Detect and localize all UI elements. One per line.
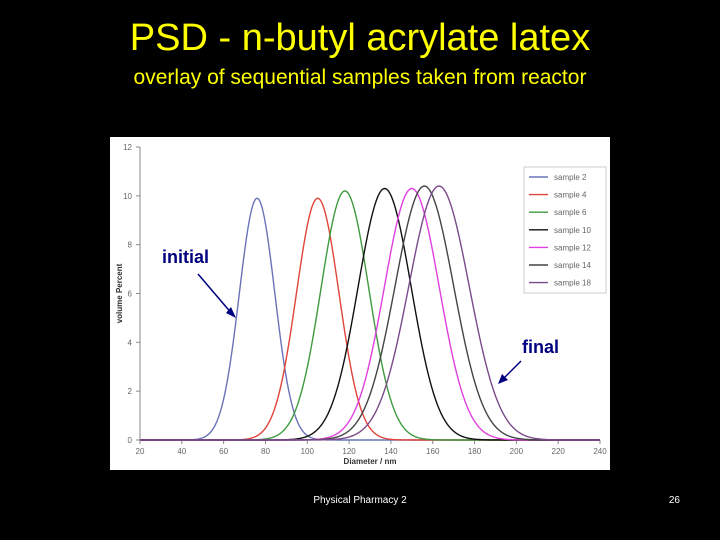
x-tick-label: 20 <box>136 447 145 456</box>
initial-annotation: initial <box>162 247 209 267</box>
y-tick-label: 12 <box>123 143 132 152</box>
psd-chart-svg: 0 2 4 6 8 10 12 20 40 60 80 100 120 140 160 180 200 220 24… <box>115 143 607 466</box>
y-tick-label: 6 <box>128 290 133 299</box>
chart-annotations: initial final <box>162 247 559 384</box>
initial-arrow-line <box>197 273 234 316</box>
initial-arrowhead <box>226 307 236 318</box>
final-arrow-line <box>501 360 522 381</box>
x-tick-label: 60 <box>219 447 228 456</box>
legend-label: sample 10 <box>554 226 591 235</box>
x-tick-label: 120 <box>342 447 356 456</box>
psd-chart: 0 2 4 6 8 10 12 20 40 60 80 100 120 140 160 180 200 220 24… <box>110 137 610 470</box>
legend-label: sample 12 <box>554 243 591 252</box>
slide-title: PSD - n-butyl acrylate latex <box>129 17 591 59</box>
x-tick-label: 100 <box>301 447 315 456</box>
chart-axes: 0 2 4 6 8 10 12 20 40 60 80 100 120 140 160 180 200 220 24… <box>115 143 607 466</box>
y-tick-label: 4 <box>128 338 133 347</box>
y-tick-label: 0 <box>128 436 133 445</box>
chart-curves <box>140 185 600 441</box>
legend-label: sample 6 <box>554 208 587 217</box>
series-line-7 <box>140 185 600 441</box>
legend-label: sample 14 <box>554 261 591 270</box>
final-arrowhead <box>498 374 508 384</box>
final-annotation: final <box>522 337 559 357</box>
y-axis-label: volume Percent <box>115 263 124 323</box>
legend-label: sample 2 <box>554 173 587 182</box>
slide-footer: Physical Pharmacy 2 <box>313 495 407 506</box>
legend-label: sample 4 <box>554 191 587 200</box>
y-tick-label: 2 <box>128 387 133 396</box>
x-tick-label: 40 <box>177 447 186 456</box>
y-tick-label: 10 <box>123 192 132 201</box>
page-number: 26 <box>668 495 680 506</box>
x-tick-label: 220 <box>552 447 566 456</box>
x-tick-label: 240 <box>593 447 607 456</box>
legend-label: sample 18 <box>554 279 591 288</box>
chart-legend: sample 2 sample 4 sample 6 sample 10 sample … <box>523 166 607 294</box>
x-tick-label: 140 <box>384 447 398 456</box>
x-tick-label: 80 <box>261 447 270 456</box>
x-tick-label: 180 <box>468 447 482 456</box>
x-tick-label: 200 <box>510 447 524 456</box>
slide-subtitle: overlay of sequential samples taken from… <box>133 66 587 89</box>
x-axis-label: Diameter / nm <box>344 457 397 466</box>
y-tick-label: 8 <box>128 241 133 250</box>
x-tick-label: 160 <box>426 447 440 456</box>
